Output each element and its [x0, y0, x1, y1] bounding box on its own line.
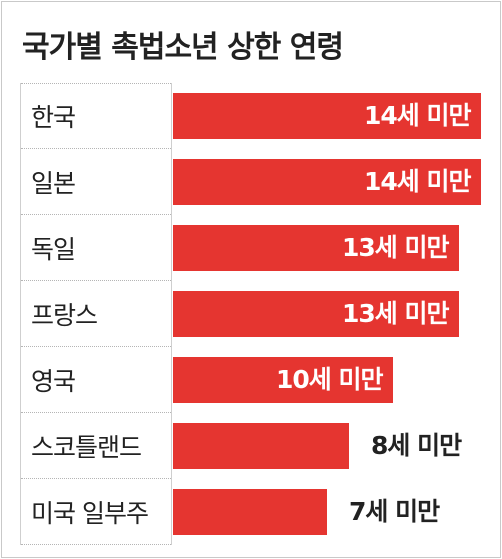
category-label: 프랑스: [21, 281, 171, 347]
category-label: 한국: [21, 83, 171, 149]
bar-value-label: 10세 미만: [276, 365, 383, 394]
category-label: 독일: [21, 215, 171, 281]
bar-value-label: 13세 미만: [342, 233, 449, 262]
category-label: 영국: [21, 347, 171, 413]
category-label: 일본: [21, 149, 171, 215]
chart-title: 국가별 촉법소년 상한 연령: [22, 30, 344, 65]
bar: [173, 357, 393, 403]
category-label: 스코틀랜드: [21, 413, 171, 479]
category-label-panel: 한국 일본 독일 프랑스 영국 스코틀랜드 미국 일부주: [20, 83, 172, 545]
bar: [173, 225, 459, 271]
bar: [173, 93, 481, 139]
bar-value-label: 8세 미만: [371, 431, 462, 460]
bar: [173, 159, 481, 205]
bar-value-label: 14세 미만: [364, 101, 471, 130]
bar-value-label: 13세 미만: [342, 299, 449, 328]
bar-value-label: 14세 미만: [364, 167, 471, 196]
bar: [173, 489, 327, 535]
bar-value-label: 7세 미만: [349, 497, 440, 526]
bar: [173, 291, 459, 337]
bar: [173, 423, 349, 469]
category-label: 미국 일부주: [21, 479, 171, 545]
